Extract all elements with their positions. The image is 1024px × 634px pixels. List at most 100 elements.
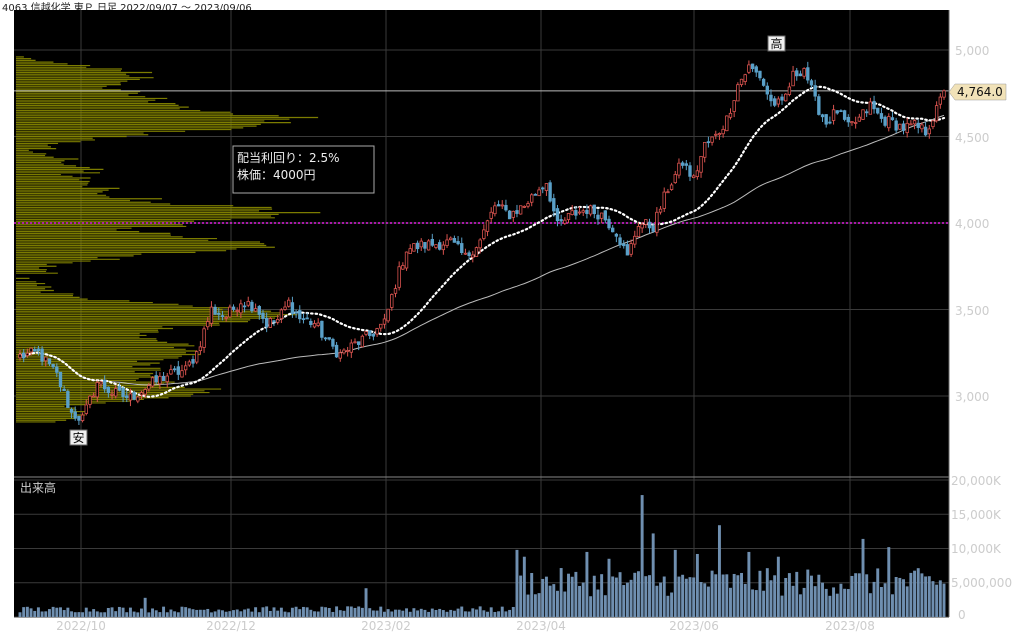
volume-bar: [357, 606, 361, 617]
candle-body: [397, 266, 401, 288]
volume-bar: [445, 611, 449, 617]
volume-bar: [666, 595, 670, 617]
volume-bar: [217, 609, 221, 617]
candle-body: [136, 396, 140, 402]
volume-bar: [813, 586, 817, 617]
candle-body: [246, 301, 250, 306]
volume-bar: [342, 610, 346, 617]
candle-body: [195, 351, 199, 363]
candle-body: [530, 194, 534, 203]
volume-bar: [235, 609, 239, 617]
candle-body: [441, 244, 446, 251]
candle-body: [728, 112, 733, 118]
candle-body: [507, 210, 512, 220]
candle-body: [625, 244, 630, 256]
candle-body: [714, 133, 718, 136]
volume-axis-title: 出来高: [20, 480, 56, 495]
candle-body: [791, 70, 795, 87]
volume-bar: [902, 579, 905, 617]
volume-bar: [486, 611, 489, 617]
volume-bar: [375, 610, 379, 617]
candle-body: [419, 240, 423, 248]
volume-bar: [191, 609, 195, 617]
candle-body: [183, 365, 188, 371]
candle-body: [169, 369, 173, 375]
volume-bar: [552, 584, 556, 617]
volume-bar: [397, 609, 401, 617]
candle-body: [320, 320, 324, 338]
candle-body: [721, 128, 725, 135]
volume-bar: [423, 609, 427, 617]
volume-bar: [162, 606, 166, 617]
volume-bar: [526, 594, 530, 617]
volume-bar: [508, 609, 512, 617]
volume-bar: [22, 607, 26, 617]
candle-body: [861, 109, 865, 120]
volume-bar: [346, 606, 350, 617]
volume-bar: [209, 612, 213, 617]
candle-body: [795, 70, 799, 77]
candle-body: [504, 204, 508, 211]
candle-body: [33, 348, 37, 352]
volume-bar: [861, 538, 865, 617]
candle-body: [132, 392, 136, 400]
candle-body: [235, 310, 239, 312]
volume-bar: [132, 611, 136, 617]
candle-body: [750, 63, 755, 70]
volume-bar: [703, 583, 707, 617]
volume-bar: [920, 573, 924, 617]
volume-bar: [290, 607, 294, 617]
volume-bar: [475, 609, 478, 617]
volume-bar: [92, 609, 96, 617]
volume-bar: [857, 573, 861, 617]
candle-body: [331, 338, 335, 347]
candles: [18, 60, 946, 426]
volume-bar: [585, 551, 589, 617]
candle-body: [69, 409, 74, 413]
candle-body: [198, 346, 203, 352]
candle-body: [121, 387, 125, 398]
volume-bar: [640, 495, 644, 617]
volume-bar: [776, 556, 780, 617]
candle-body: [725, 115, 729, 132]
volume-bar: [651, 533, 655, 617]
volume-bar: [106, 607, 110, 617]
volume-bar: [865, 574, 869, 617]
volume-bars: [18, 495, 946, 617]
volume-bar: [714, 574, 718, 617]
volume-bar: [769, 580, 773, 617]
candle-body: [117, 386, 122, 391]
candle-body: [747, 64, 751, 73]
candle-body: [898, 123, 902, 130]
volume-bar: [353, 607, 357, 617]
candle-body: [784, 93, 788, 102]
candle-body: [887, 116, 891, 129]
volume-bar: [224, 611, 228, 617]
candle-body: [809, 80, 814, 86]
candle-body: [496, 204, 501, 207]
candle-body: [585, 209, 589, 214]
volume-bar: [596, 589, 600, 617]
volume-bar: [622, 585, 626, 617]
candle-body: [846, 116, 850, 123]
volume-tick-label: 0: [958, 608, 966, 622]
volume-bar: [169, 609, 173, 617]
candle-body: [710, 136, 714, 143]
candle-body: [923, 126, 928, 136]
candle-body: [541, 187, 545, 190]
candle-body: [607, 218, 611, 229]
volume-bar: [787, 573, 791, 617]
volume-bar: [95, 611, 99, 617]
volume-bar: [301, 606, 305, 617]
candle-body: [231, 306, 236, 310]
candle-body: [73, 411, 77, 419]
volume-bar: [692, 577, 696, 617]
volume-bar: [313, 611, 316, 617]
candle-body: [857, 116, 862, 122]
volume-bar: [213, 611, 217, 617]
volume-bar: [257, 612, 261, 617]
volume-bar: [478, 606, 482, 617]
volume-bar: [740, 572, 743, 617]
volume-bar: [482, 610, 486, 617]
